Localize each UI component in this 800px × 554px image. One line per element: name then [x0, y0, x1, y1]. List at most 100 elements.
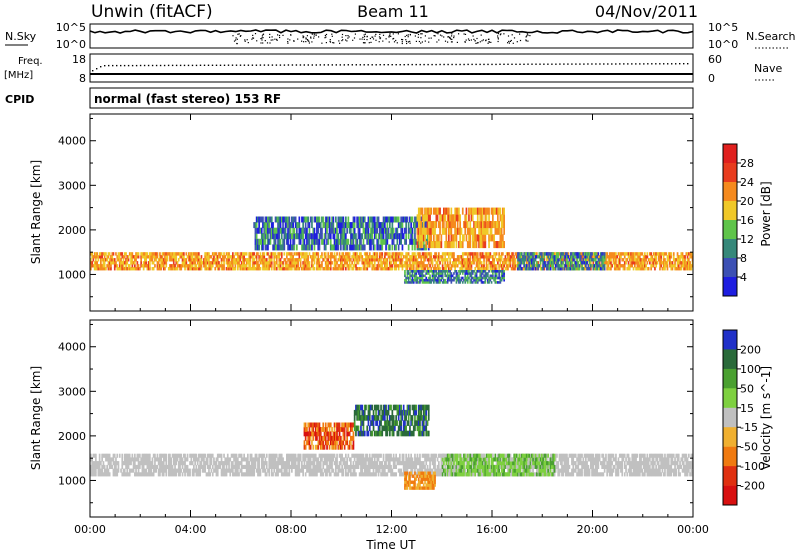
- data-cell: [137, 472, 140, 477]
- data-cell: [620, 252, 622, 256]
- data-cell: [342, 258, 345, 262]
- data-cell: [431, 264, 434, 268]
- data-cell: [421, 241, 424, 249]
- data-cell: [681, 255, 684, 259]
- data-cell: [296, 464, 298, 469]
- data-cell: [470, 264, 473, 268]
- data-cell: [608, 258, 611, 262]
- data-cell: [172, 258, 175, 262]
- data-cell: [216, 261, 219, 265]
- nsearch-dot: [428, 41, 430, 43]
- data-cell: [223, 264, 225, 268]
- data-cell: [362, 238, 365, 245]
- data-cell: [286, 261, 288, 265]
- data-cell: [455, 264, 458, 268]
- data-cell: [469, 207, 472, 215]
- data-cell: [169, 468, 171, 473]
- data-cell: [352, 258, 355, 262]
- data-cell: [213, 258, 215, 262]
- data-cell: [637, 258, 640, 262]
- nsearch-dot: [485, 40, 487, 42]
- data-cell: [557, 258, 559, 262]
- data-cell: [458, 207, 460, 215]
- data-cell: [263, 255, 266, 259]
- nsearch-dot: [290, 34, 292, 36]
- data-cell: [199, 267, 201, 271]
- data-cell: [117, 464, 120, 469]
- data-cell: [497, 214, 499, 222]
- data-cell: [250, 255, 253, 259]
- data-cell: [427, 227, 430, 235]
- data-cell: [366, 255, 369, 259]
- data-cell: [503, 241, 505, 249]
- data-cell: [160, 255, 162, 259]
- data-cell: [209, 453, 211, 458]
- data-cell: [488, 270, 490, 273]
- data-cell: [459, 278, 461, 282]
- data-cell: [631, 258, 634, 262]
- data-cell: [111, 255, 114, 259]
- nave-dot: [96, 68, 98, 70]
- data-cell: [338, 264, 341, 268]
- data-cell: [464, 276, 467, 280]
- data-cell: [441, 261, 444, 265]
- data-cell: [199, 464, 201, 469]
- data-cell: [440, 258, 443, 262]
- data-cell: [578, 258, 581, 262]
- data-cell: [336, 252, 338, 256]
- data-cell: [400, 216, 402, 223]
- data-cell: [160, 464, 162, 469]
- data-cell: [493, 264, 495, 268]
- data-cell: [211, 264, 214, 268]
- data-cell: [420, 258, 423, 262]
- data-cell: [391, 238, 394, 245]
- data-cell: [608, 261, 611, 265]
- data-cell: [631, 255, 634, 259]
- data-cell: [280, 227, 283, 234]
- data-cell: [232, 261, 234, 265]
- data-cell: [670, 252, 673, 256]
- data-cell: [571, 252, 573, 256]
- data-cell: [220, 267, 223, 271]
- data-cell: [632, 255, 635, 259]
- data-cell: [253, 264, 255, 268]
- data-cell: [571, 255, 573, 259]
- data-cell: [488, 278, 490, 282]
- data-cell: [676, 255, 679, 259]
- data-cell: [312, 457, 315, 462]
- data-cell: [459, 227, 461, 235]
- data-cell: [525, 261, 528, 265]
- data-cell: [380, 258, 382, 262]
- data-cell: [353, 261, 356, 265]
- data-cell: [454, 234, 456, 242]
- data-cell: [258, 244, 260, 251]
- data-cell: [400, 227, 402, 234]
- data-cell: [137, 267, 140, 271]
- data-cell: [215, 255, 218, 259]
- data-cell: [350, 244, 352, 251]
- data-cell: [465, 221, 468, 229]
- data-cell: [554, 258, 557, 262]
- data-cell: [108, 453, 111, 458]
- data-cell: [136, 267, 139, 271]
- data-cell: [176, 453, 179, 458]
- data-cell: [209, 457, 211, 462]
- data-cell: [583, 261, 586, 265]
- data-cell: [238, 261, 240, 265]
- data-cell: [368, 238, 371, 245]
- data-cell: [278, 453, 281, 458]
- data-cell: [495, 272, 498, 275]
- data-cell: [242, 258, 244, 262]
- data-cell: [534, 252, 537, 256]
- data-cell: [353, 244, 356, 251]
- data-cell: [318, 267, 321, 271]
- data-cell: [684, 267, 686, 271]
- data-cell: [481, 267, 484, 271]
- data-cell: [568, 264, 571, 268]
- data-cell: [245, 461, 248, 466]
- data-cell: [108, 261, 111, 265]
- data-cell: [654, 252, 656, 256]
- data-cell: [155, 252, 157, 256]
- data-cell: [659, 261, 661, 265]
- data-cell: [600, 252, 602, 256]
